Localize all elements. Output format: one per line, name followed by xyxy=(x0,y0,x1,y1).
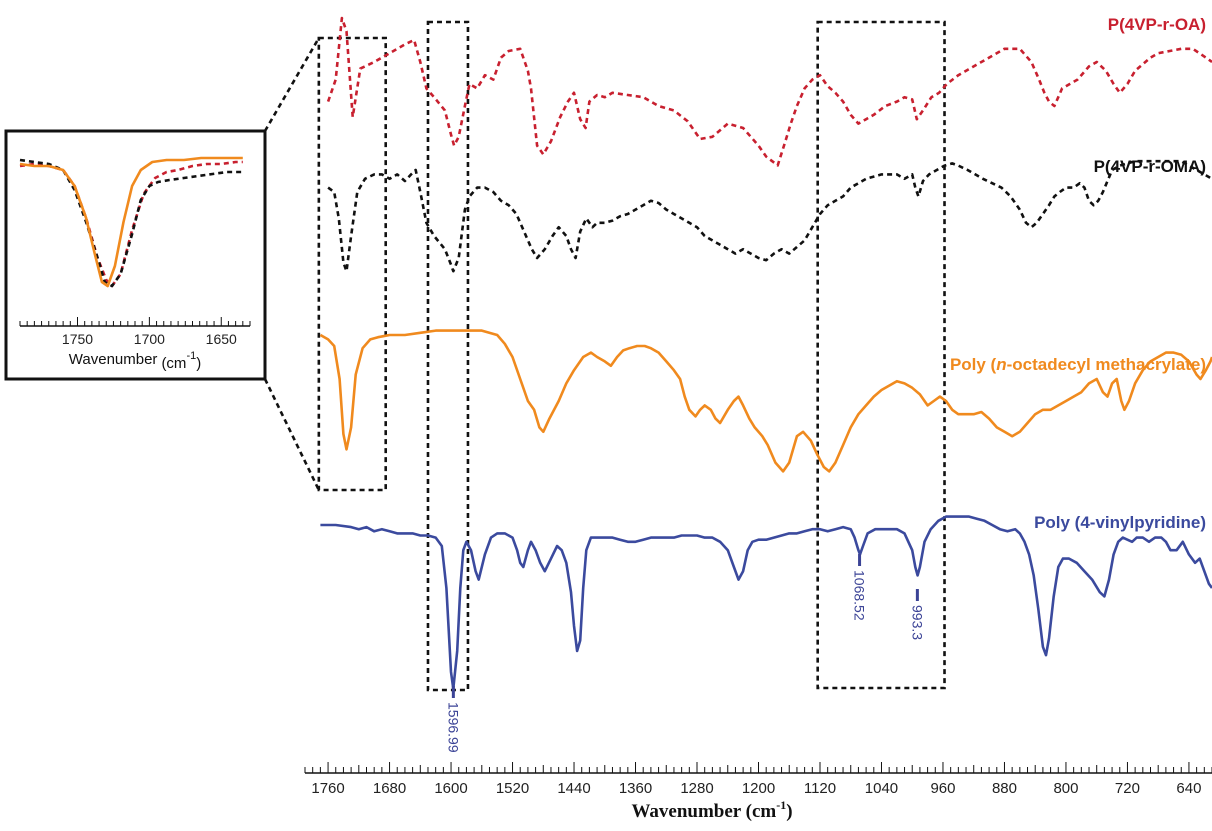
series-label-part: -octadecyl methacrylate) xyxy=(1007,355,1206,374)
x-axis-title-sup: -1 xyxy=(776,798,786,812)
inset-tick-label: 1750 xyxy=(62,331,93,347)
highlight-box xyxy=(816,20,946,690)
highlight-box xyxy=(426,20,470,692)
x-axis: 1760 1680 1600 1520 1440 1360 1280 1200 1120 1040… xyxy=(304,762,1212,822)
series-line xyxy=(320,515,1212,691)
x-tick-label: 960 xyxy=(930,780,955,797)
peak-annotations: 1596.99 1068.52 993.3 xyxy=(445,554,925,753)
series-label-part: n xyxy=(996,355,1006,374)
highlight-box xyxy=(317,36,388,492)
series-label-part: P(4VP-r-OMA) xyxy=(1094,157,1206,176)
series-label: Poly (4-vinylpyridine) xyxy=(1034,513,1206,532)
x-axis-title-main: Wavenumber (cm xyxy=(631,801,776,822)
inset-x-axis-title: Wavenumber (cm-1) xyxy=(69,350,201,372)
x-tick-label: 1600 xyxy=(434,780,467,797)
series-line xyxy=(319,329,1212,473)
inset-x-title-main: Wavenumber xyxy=(69,351,158,368)
highlight-regions xyxy=(317,20,946,692)
x-tick-label: 640 xyxy=(1176,780,1201,797)
peak-label: 1068.52 xyxy=(852,570,868,621)
main-series xyxy=(319,16,1212,691)
series-line xyxy=(327,159,1212,273)
inset-connector xyxy=(263,37,320,132)
x-tick-label: 1440 xyxy=(557,780,590,797)
peak-label: 1596.99 xyxy=(445,702,461,753)
series-labels: P(4VP-r-OA) P(4VP-r-OMA) Poly (n-octadecyl… xyxy=(950,15,1206,532)
inset-series-line xyxy=(19,156,243,288)
x-tick-label: 1680 xyxy=(373,780,406,797)
x-tick-label: 1280 xyxy=(680,780,713,797)
inset-connector xyxy=(263,378,321,491)
inset-tick-label: 1700 xyxy=(134,331,165,347)
x-tick-label: 1520 xyxy=(496,780,529,797)
x-tick-label: 800 xyxy=(1053,780,1078,797)
series-label: P(4VP-r-OA) xyxy=(1108,15,1206,34)
x-axis-title-close: ) xyxy=(786,801,792,822)
inset-x-title-close: ) xyxy=(196,355,201,372)
inset-tick-label: 1650 xyxy=(206,331,237,347)
series-label-part: Poly (4-vinylpyridine) xyxy=(1034,513,1206,532)
series-line xyxy=(326,16,1212,167)
inset-x-title-prefix: (cm xyxy=(161,355,186,372)
x-tick-label: 880 xyxy=(992,780,1017,797)
x-tick-label: 1120 xyxy=(804,780,836,797)
inset-x-title-sup: -1 xyxy=(186,350,196,362)
x-tick-label: 720 xyxy=(1115,780,1140,797)
series-label: Poly (n-octadecyl methacrylate) xyxy=(950,355,1206,374)
x-tick-label: 1200 xyxy=(742,780,775,797)
series-label-part: Poly ( xyxy=(950,355,997,374)
peak-label: 993.3 xyxy=(909,605,925,640)
x-tick-label: 1040 xyxy=(865,780,898,797)
x-axis-title: Wavenumber (cm-1) xyxy=(631,798,792,822)
series-label-part: P(4VP-r-OA) xyxy=(1108,15,1206,34)
x-tick-label: 1760 xyxy=(311,780,344,797)
inset-panel: 1750 1700 1650 Wavenumber (cm-1) xyxy=(4,37,321,491)
series-label: P(4VP-r-OMA) xyxy=(1094,157,1206,176)
x-tick-label: 1360 xyxy=(619,780,652,797)
